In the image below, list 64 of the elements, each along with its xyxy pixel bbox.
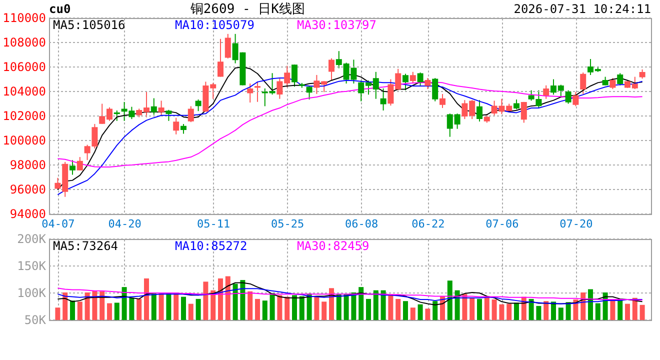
candlestick [254,81,260,102]
text: MA5:73264 [53,239,118,253]
candlestick [520,101,527,124]
candlestick [514,98,520,110]
y-tick-label: 150K [17,259,47,273]
y-tick-label: 96000 [10,182,46,196]
candlestick [572,92,579,107]
x-tick-label: 07-20 [560,218,593,230]
y-tick-label: 102000 [2,109,46,123]
y-tick-label: 200K [17,232,47,246]
candlestick [402,73,408,91]
text: cu0 [49,2,71,16]
candlestick [166,109,172,122]
candlestick [114,110,120,122]
candlestick [328,58,334,81]
x-tick-label: 05-11 [197,218,230,230]
x-tick-label: 06-08 [345,218,378,230]
candlestick [432,78,438,102]
candlestick [639,68,646,80]
candlestick [180,123,186,134]
candlestick [158,100,164,116]
candlestick [417,72,424,86]
candlestick [424,78,431,90]
candlestick [195,98,202,112]
y-tick-label: 106000 [2,60,46,74]
x-tick-label: 06-22 [412,218,445,230]
candlestick [224,33,231,59]
chart-title: 铜2609 - 日K线图 [189,2,305,17]
candlestick [76,156,83,172]
y-tick-label: 110000 [2,11,46,25]
candlestick [306,85,312,100]
candlestick [150,98,157,116]
text: MA10:105079 [175,18,254,32]
y-tick-label: 100K [17,286,47,300]
candlestick [188,106,194,123]
candlestick [380,88,386,111]
text: MA5:105016 [53,18,126,32]
text: MA30:82459 [297,239,370,253]
y-tick-label: 98000 [10,158,46,172]
y-tick-label: 108000 [2,36,46,50]
candlestick [218,38,224,78]
candlestick [440,93,446,109]
text: 2026-07-31 10:24:11 [514,2,651,16]
line-series [57,288,643,301]
candlestick [410,71,416,84]
candlestick [617,72,624,86]
line-series [57,288,643,304]
candlestick [173,117,180,135]
x-tick-label: 05-25 [271,218,304,230]
candlestick [610,78,616,90]
x-tick-label: 04-20 [108,218,142,230]
candlestick [543,84,550,100]
y-tick-label: 100000 [2,134,46,148]
text: MA30:103797 [297,18,376,32]
candlestick [70,160,76,176]
text: MA10:85272 [175,239,248,253]
candlestick [247,83,254,104]
candlestick [565,90,572,104]
y-tick-label: 50K [24,313,47,327]
x-tick-label: 07-06 [486,218,519,230]
y-tick-label: 104000 [2,84,46,98]
candlestick [292,64,298,88]
candlestick [580,72,586,94]
candlestick [476,100,482,122]
